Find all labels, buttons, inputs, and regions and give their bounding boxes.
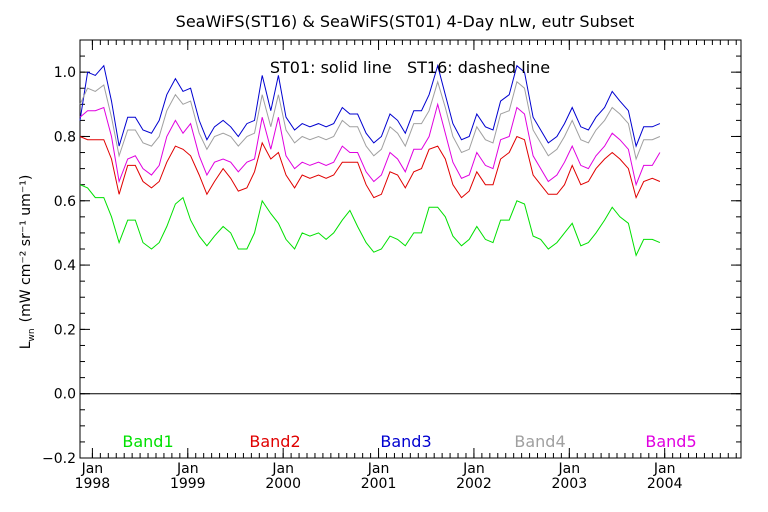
legend: Band1 Band2 Band3 Band4 Band5 — [122, 432, 696, 451]
svg-text:Lwn(mW cm⁻² sr⁻¹ um⁻¹): Lwn (mW cm⁻² sr⁻¹ um⁻¹) — [18, 175, 37, 350]
series-line-band5 — [79, 102, 661, 187]
y-tick-label: 1.0 — [54, 65, 76, 81]
x-tick-year: 2000 — [265, 476, 301, 492]
x-tick-year: 2001 — [361, 476, 397, 492]
x-tick-month: Jan — [462, 461, 485, 477]
legend-item-band2: Band2 — [249, 432, 300, 451]
y-tick-label: 0.0 — [54, 387, 76, 403]
x-tick-year: 2003 — [551, 476, 587, 492]
y-tick-label: −0.2 — [42, 451, 76, 467]
series-layer — [79, 63, 661, 257]
axes: −0.20.00.20.40.60.81.0Jan1998Jan1999Jan2… — [42, 39, 742, 492]
legend-item-band1: Band1 — [122, 432, 173, 451]
series-line-band1 — [79, 184, 661, 257]
x-tick-month: Jan — [271, 461, 294, 477]
line-style-annotation: ST01: solid line ST16: dashed line — [270, 58, 550, 77]
x-tick-year: 1998 — [75, 476, 111, 492]
x-tick-year: 2004 — [647, 476, 683, 492]
x-tick-month: Jan — [653, 461, 676, 477]
x-tick-year: 1999 — [170, 476, 206, 492]
x-tick-month: Jan — [558, 461, 581, 477]
plot-frame — [79, 39, 742, 459]
legend-item-band4: Band4 — [514, 432, 565, 451]
y-tick-label: 0.2 — [54, 322, 76, 338]
x-tick-year: 2002 — [456, 476, 492, 492]
y-tick-label: 0.6 — [54, 194, 76, 210]
y-axis-label-units: (mW cm⁻² sr⁻¹ um⁻¹) — [18, 175, 34, 323]
series-line-band3 — [79, 63, 661, 148]
y-axis-label: Lwn (mW cm⁻² sr⁻¹ um⁻¹) — [18, 175, 37, 350]
legend-item-band5: Band5 — [645, 432, 696, 451]
series-line-band4 — [79, 80, 661, 161]
y-tick-label: 0.4 — [54, 258, 76, 274]
y-tick-label: 0.8 — [54, 129, 76, 145]
x-tick-month: Jan — [81, 461, 104, 477]
y-axis-label-main: L — [18, 341, 34, 349]
x-tick-month: Jan — [176, 461, 199, 477]
chart-title: SeaWiFS(ST16) & SeaWiFS(ST01) 4-Day nLw,… — [176, 12, 635, 31]
y-axis-label-sub: wn — [27, 328, 37, 341]
series-line-band2 — [79, 135, 661, 200]
legend-item-band3: Band3 — [380, 432, 431, 451]
x-tick-month: Jan — [367, 461, 390, 477]
